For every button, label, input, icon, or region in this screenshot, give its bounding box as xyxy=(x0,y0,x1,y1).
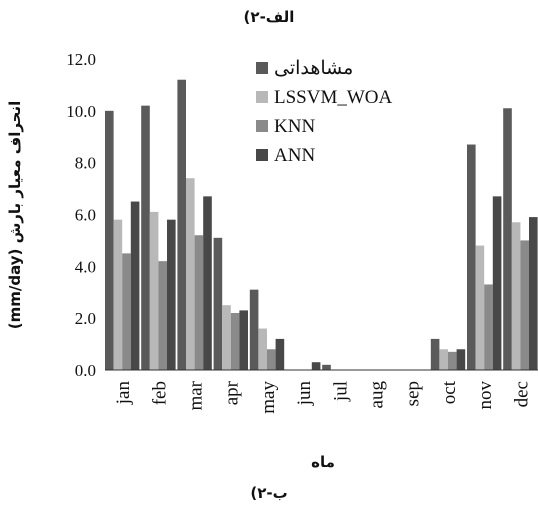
legend: مشاهداتی LSSVM_WOA KNN ANN xyxy=(256,58,393,166)
x-tick-label-oct: oct xyxy=(439,380,460,404)
bar-dec-series-1 xyxy=(503,108,512,370)
x-tick-label-dec: dec xyxy=(511,381,532,407)
bar-nov-series-2 xyxy=(475,245,485,370)
x-tick-label-feb: feb xyxy=(149,381,170,405)
y-tick-label: 10.0 xyxy=(66,102,96,121)
legend-swatch-4 xyxy=(256,149,268,161)
y-axis-title: انحراف معیار بارش (mm/day) xyxy=(6,101,24,330)
bar-apr-series-1 xyxy=(213,237,223,370)
x-tick-label-aug: aug xyxy=(367,381,388,409)
legend-label-3: KNN xyxy=(274,116,315,137)
y-tick-label: 4.0 xyxy=(75,257,96,276)
figure-caption: ب-۲) xyxy=(250,484,288,502)
bar-dec-series-4 xyxy=(529,217,538,370)
bar-jan-series-1 xyxy=(105,110,114,370)
bar-oct-series-3 xyxy=(448,351,457,370)
legend-label-2: LSSVM_WOA xyxy=(274,87,393,108)
x-tick-label-jan: jan xyxy=(113,381,134,406)
bar-feb-series-3 xyxy=(158,261,167,370)
x-tick-label-jul: jul xyxy=(330,381,351,402)
bar-nov-series-1 xyxy=(467,144,476,370)
bar-may-series-4 xyxy=(275,338,285,370)
legend-swatch-2 xyxy=(256,91,268,103)
bar-oct-series-2 xyxy=(439,349,448,370)
y-tick-label: 6.0 xyxy=(75,206,96,225)
y-tick-labels: 0.0 2.0 4.0 6.0 8.0 10.0 12.0 xyxy=(66,50,96,380)
bar-nov-series-4 xyxy=(492,196,502,370)
bar-jan-series-4 xyxy=(130,201,140,370)
bar-apr-series-2 xyxy=(222,305,231,370)
bar-jan-series-2 xyxy=(113,219,123,370)
x-tick-label-jun: jun xyxy=(294,381,315,407)
bar-nov-series-3 xyxy=(484,284,493,370)
bar-feb-series-4 xyxy=(167,219,176,370)
y-tick-label: 2.0 xyxy=(75,309,96,328)
bar-mar-series-3 xyxy=(194,235,204,370)
x-tick-label-nov: nov xyxy=(475,381,496,410)
bar-apr-series-3 xyxy=(230,312,240,370)
legend-swatch-1 xyxy=(256,62,268,74)
y-tick-label: 8.0 xyxy=(75,154,96,173)
bar-mar-series-1 xyxy=(177,79,186,370)
bar-may-series-2 xyxy=(258,328,267,370)
bar-feb-series-1 xyxy=(141,105,150,371)
bar-dec-series-2 xyxy=(511,222,521,370)
bars-group xyxy=(105,79,538,371)
bar-oct-series-4 xyxy=(456,349,466,370)
bar-mar-series-2 xyxy=(186,178,195,370)
x-tick-label-mar: mar xyxy=(186,380,207,410)
legend-swatch-3 xyxy=(256,120,268,132)
chart-title: الف-۲) xyxy=(243,8,295,26)
legend-label-4: ANN xyxy=(274,145,315,166)
x-tick-label-apr: apr xyxy=(222,380,243,405)
bar-oct-series-1 xyxy=(430,338,440,370)
bar-feb-series-2 xyxy=(149,211,159,370)
y-tick-label: 0.0 xyxy=(75,361,96,380)
bar-jul-series-1 xyxy=(322,364,331,370)
x-axis-title: ماه xyxy=(311,453,335,471)
bar-may-series-1 xyxy=(249,289,259,370)
bar-apr-series-4 xyxy=(239,310,248,370)
y-tick-label: 12.0 xyxy=(66,50,96,69)
bar-mar-series-4 xyxy=(203,196,212,370)
legend-label-1: مشاهداتی xyxy=(274,58,353,79)
x-tick-label-sep: sep xyxy=(403,381,424,406)
bar-jan-series-3 xyxy=(122,253,131,370)
x-tick-label-may: may xyxy=(258,381,279,414)
bar-jun-series-4 xyxy=(311,362,321,370)
bar-dec-series-3 xyxy=(520,240,529,370)
bar-may-series-3 xyxy=(267,349,276,370)
x-tick-labels: jan feb mar apr may jun jul aug sep oct nov dec xyxy=(113,380,532,413)
